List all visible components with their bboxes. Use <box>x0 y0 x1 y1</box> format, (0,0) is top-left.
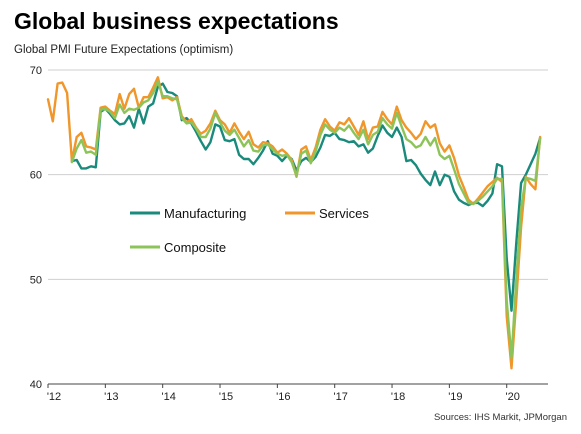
x-tick-label: '14 <box>162 391 176 403</box>
y-tick-label: 50 <box>30 274 42 286</box>
x-axis: '12 '13 '14 '15 '16 '17 '18 '19 '20 <box>47 383 548 403</box>
series-line-composite <box>70 80 542 359</box>
legend-label-services: Services <box>319 206 369 221</box>
chart-title: Global business expectations <box>14 8 339 34</box>
series-line-manufacturing <box>70 82 542 312</box>
y-tick-label: 60 <box>30 170 42 182</box>
x-tick-label: '18 <box>391 391 405 403</box>
x-tick-label: '20 <box>506 391 520 403</box>
x-tick-label: '15 <box>219 391 233 403</box>
source-note: Sources: IHS Markit, JPMorgan <box>433 412 567 423</box>
x-tick-label: '16 <box>276 391 290 403</box>
x-tick-label: '12 <box>47 391 61 403</box>
legend-label-composite: Composite <box>164 240 226 255</box>
legend-label-manufacturing: Manufacturing <box>164 206 246 221</box>
y-axis-tick-labels: 40 50 60 70 <box>30 65 42 391</box>
x-tick-label: '17 <box>334 391 348 403</box>
series-lines <box>46 76 542 370</box>
x-tick-label: '19 <box>448 391 462 403</box>
legend: Manufacturing Services Composite <box>130 206 369 255</box>
y-tick-label: 70 <box>30 65 42 77</box>
series-line-services <box>46 76 542 370</box>
chart-subtitle: Global PMI Future Expectations (optimism… <box>14 44 234 56</box>
y-tick-label: 40 <box>30 379 42 391</box>
x-tick-label: '13 <box>104 391 118 403</box>
